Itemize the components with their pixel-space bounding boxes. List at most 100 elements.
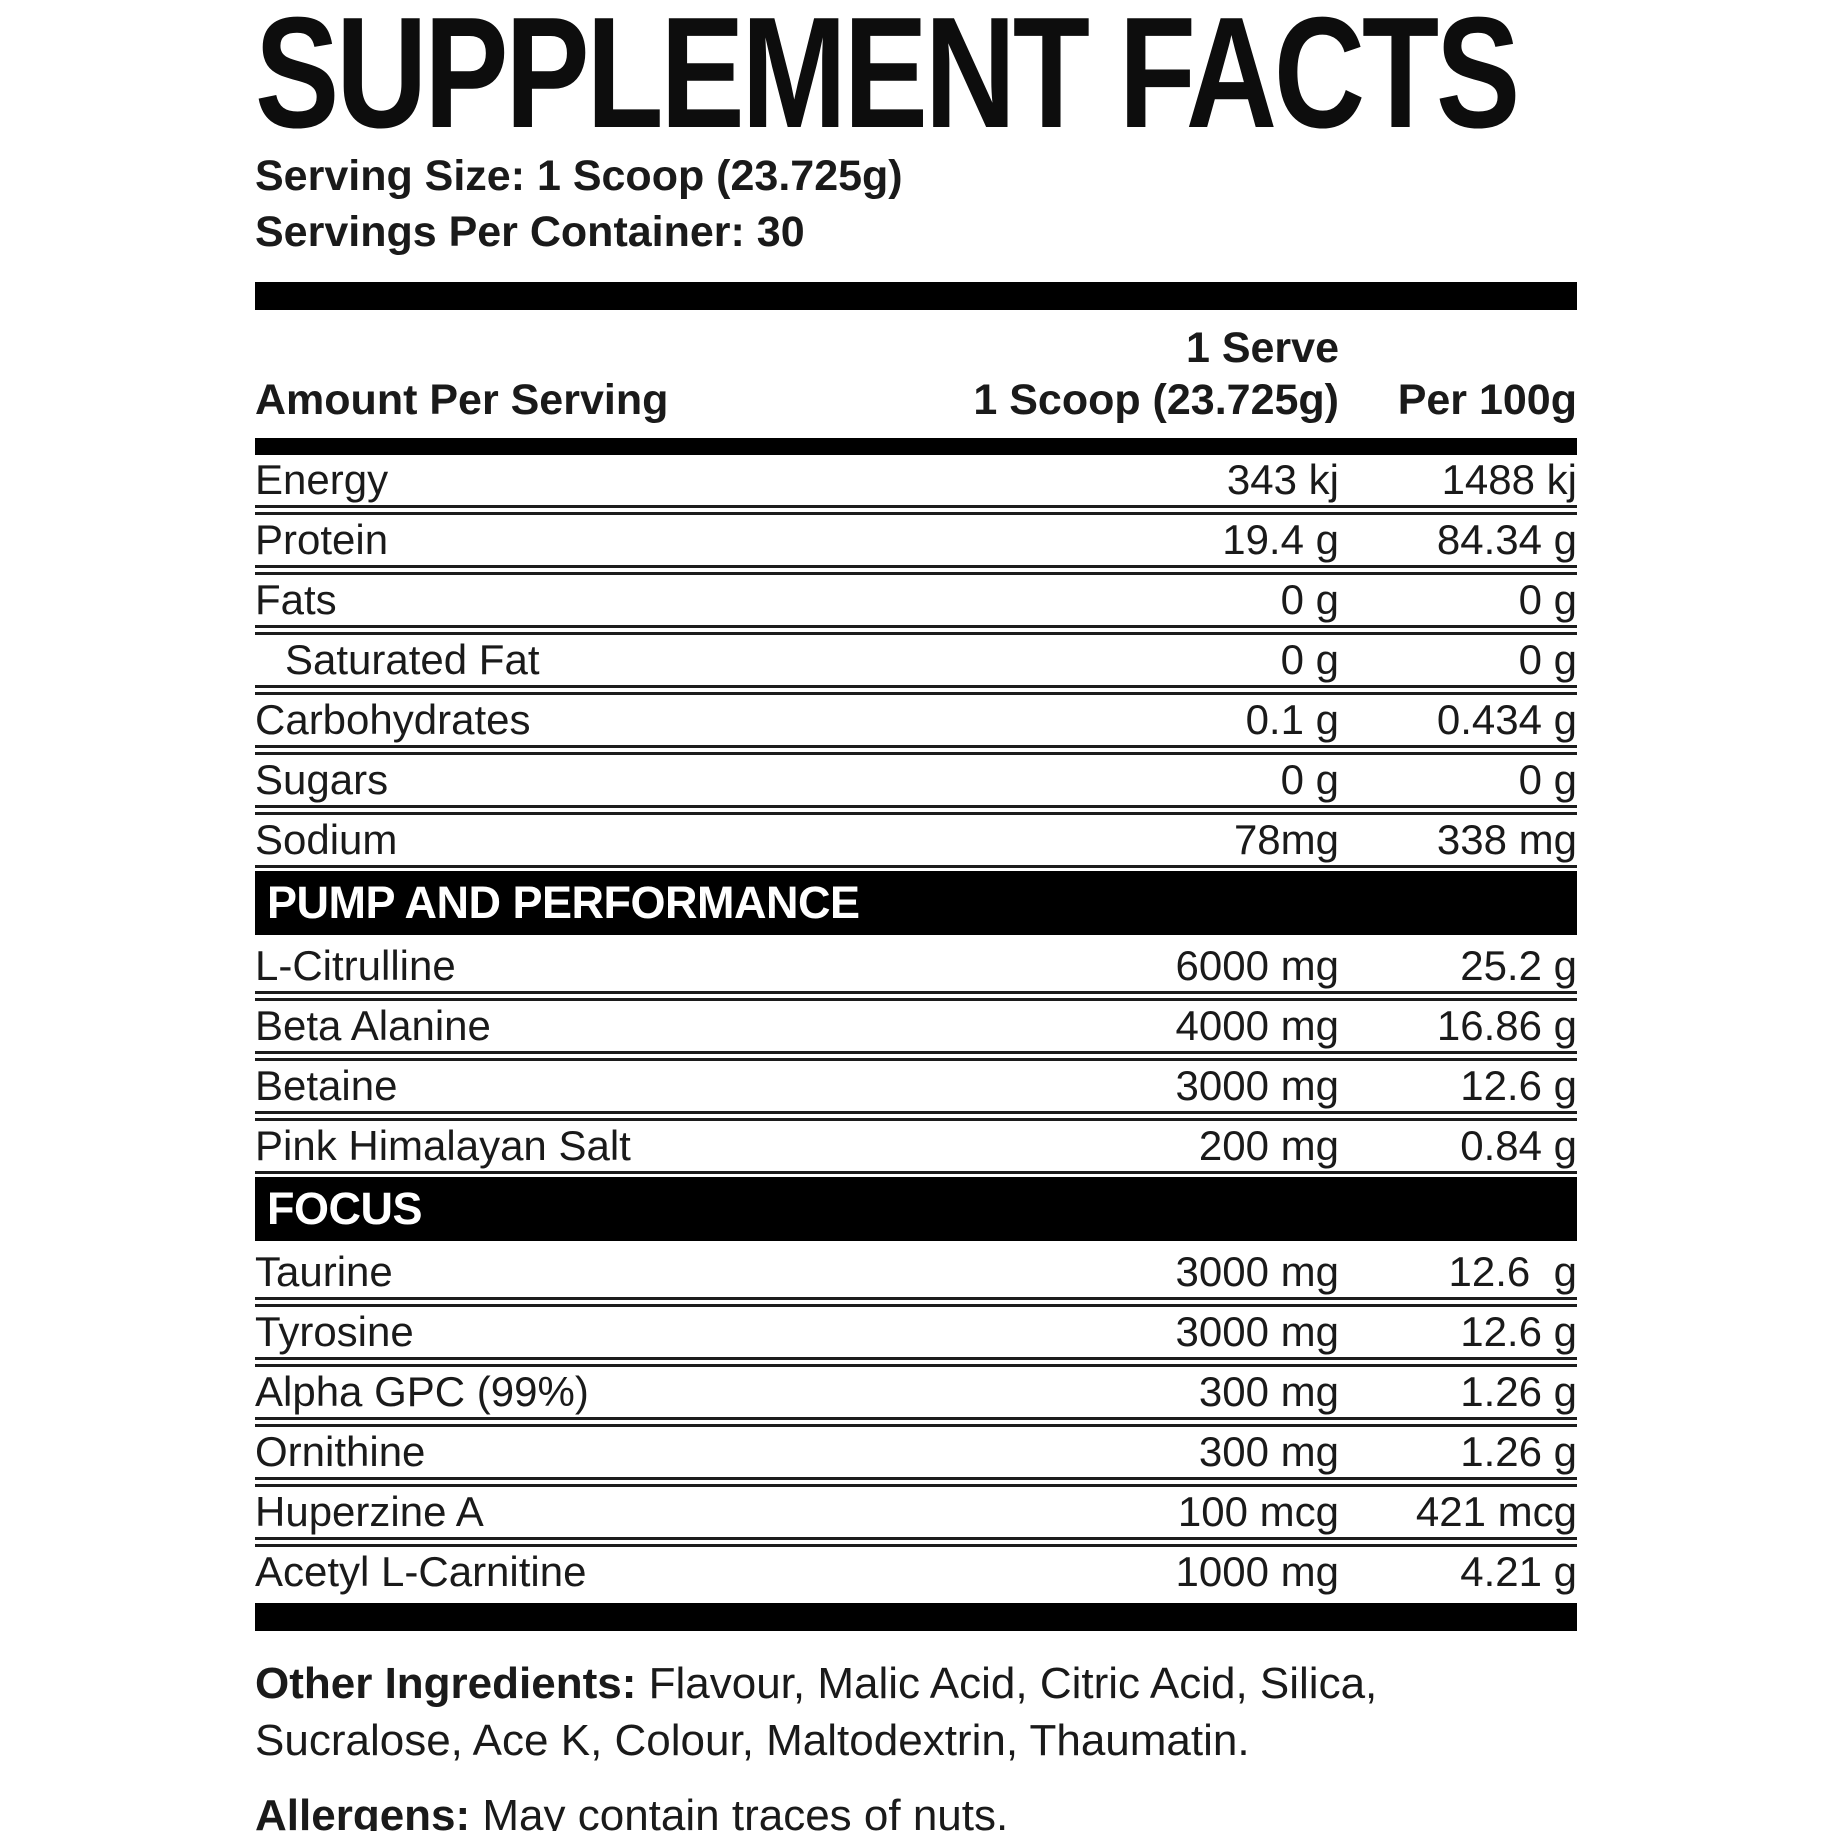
column-header-amount: Amount Per Serving	[255, 376, 669, 424]
table-header: Amount Per Serving 1 Serve 1 Scoop (23.72…	[255, 322, 1577, 426]
table-row: Protein 19.4 g 84.34 g	[255, 515, 1577, 565]
row-divider	[255, 685, 1577, 695]
allergens-text: May contain traces of nuts.	[470, 1791, 1009, 1831]
row-serve-value: 6000 mg	[1175, 942, 1339, 989]
row-serve-value: 3000 mg	[1175, 1308, 1339, 1355]
row-divider	[255, 1051, 1577, 1061]
other-ingredients: Other Ingredients: Flavour, Malic Acid, …	[255, 1655, 1597, 1769]
row-divider	[255, 1537, 1577, 1547]
row-label: Acetyl L-Carnitine	[255, 1548, 587, 1595]
serving-size: Serving Size: 1 Scoop (23.725g)	[255, 152, 903, 200]
row-divider	[255, 865, 1577, 868]
table-row: Energy 343 kj 1488 kj	[255, 455, 1577, 505]
row-label: Sodium	[255, 816, 398, 863]
row-label: Alpha GPC (99%)	[255, 1368, 589, 1415]
section-header-pump-and-performance: PUMP AND PERFORMANCE	[255, 871, 1577, 935]
row-per100-value: 16.86 g	[1436, 1002, 1577, 1049]
row-label: Beta Alanine	[255, 1002, 491, 1049]
row-divider	[255, 1357, 1577, 1367]
row-per100-value: 1.26 g	[1460, 1428, 1577, 1475]
row-serve-value: 100 mcg	[1177, 1488, 1339, 1535]
row-divider	[255, 1111, 1577, 1121]
row-serve-value: 4000 mg	[1175, 1002, 1339, 1049]
servings-per-container: Servings Per Container: 30	[255, 208, 805, 256]
table-row: Beta Alanine 4000 mg 16.86 g	[255, 1001, 1577, 1051]
row-per100-value: 421 mcg	[1415, 1488, 1577, 1535]
allergens-label: Allergens:	[255, 1791, 471, 1831]
table-row: Acetyl L-Carnitine 1000 mg 4.21 g	[255, 1547, 1577, 1597]
row-serve-value: 78mg	[1233, 816, 1339, 863]
section-header-focus: FOCUS	[255, 1177, 1577, 1241]
table-row: Taurine 3000 mg 12.6 g	[255, 1247, 1577, 1297]
row-serve-value: 19.4 g	[1222, 516, 1339, 563]
table-row: Sodium 78mg 338 mg	[255, 815, 1577, 865]
column-header-serve: 1 Serve 1 Scoop (23.725g)	[919, 322, 1339, 426]
header-divider	[255, 438, 1577, 455]
row-divider	[255, 991, 1577, 1001]
row-divider	[255, 625, 1577, 635]
bottom-divider-bar	[255, 1603, 1577, 1631]
table-row: Fats 0 g 0 g	[255, 575, 1577, 625]
row-divider	[255, 745, 1577, 755]
row-per100-value: 12.6 g	[1448, 1248, 1577, 1295]
table-row: Sugars 0 g 0 g	[255, 755, 1577, 805]
row-serve-value: 300 mg	[1198, 1368, 1339, 1415]
row-per100-value: 1488 kj	[1441, 456, 1577, 503]
other-ingredients-text: Flavour, Malic Acid, Citric Acid, Silica…	[255, 1659, 1378, 1765]
top-divider-bar	[255, 282, 1577, 310]
row-divider	[255, 1477, 1577, 1487]
row-divider	[255, 1417, 1577, 1427]
row-label: Betaine	[255, 1062, 398, 1109]
column-header-serve-bottom: 1 Scoop (23.725g)	[973, 376, 1339, 424]
table-row: L-Citrulline 6000 mg 25.2 g	[255, 941, 1577, 991]
row-serve-value: 200 mg	[1198, 1122, 1339, 1169]
row-label: Carbohydrates	[255, 696, 531, 743]
table-row: Alpha GPC (99%) 300 mg 1.26 g	[255, 1367, 1577, 1417]
row-serve-value: 0 g	[1280, 756, 1339, 803]
table-row: Saturated Fat 0 g 0 g	[255, 635, 1577, 685]
row-label: Saturated Fat	[285, 636, 540, 683]
row-per100-value: 12.6 g	[1460, 1062, 1577, 1109]
row-per100-value: 84.34 g	[1436, 516, 1577, 563]
row-per100-value: 0 g	[1518, 636, 1577, 683]
row-label: Fats	[255, 576, 337, 623]
other-ingredients-label: Other Ingredients:	[255, 1659, 637, 1708]
row-label: L-Citrulline	[255, 942, 456, 989]
row-per100-value: 0 g	[1518, 756, 1577, 803]
row-label: Protein	[255, 516, 389, 563]
row-label: Sugars	[255, 756, 389, 803]
table-row: Pink Himalayan Salt 200 mg 0.84 g	[255, 1121, 1577, 1171]
table-row: Huperzine A 100 mcg 421 mcg	[255, 1487, 1577, 1537]
row-serve-value: 300 mg	[1198, 1428, 1339, 1475]
row-per100-value: 25.2 g	[1460, 942, 1577, 989]
row-divider	[255, 505, 1577, 515]
row-serve-value: 0 g	[1280, 576, 1339, 623]
row-serve-value: 343 kj	[1226, 456, 1339, 503]
table-row: Betaine 3000 mg 12.6 g	[255, 1061, 1577, 1111]
row-serve-value: 1000 mg	[1175, 1548, 1339, 1595]
row-serve-value: 3000 mg	[1175, 1248, 1339, 1295]
column-header-serve-top: 1 Serve	[1185, 324, 1339, 372]
table-row: Ornithine 300 mg 1.26 g	[255, 1427, 1577, 1477]
column-header-per100: Per 100g	[1397, 376, 1577, 424]
row-per100-value: 1.26 g	[1460, 1368, 1577, 1415]
row-label: Ornithine	[255, 1428, 426, 1475]
row-divider	[255, 1297, 1577, 1307]
row-divider	[255, 805, 1577, 815]
row-divider	[255, 1171, 1577, 1174]
table-row: Carbohydrates 0.1 g 0.434 g	[255, 695, 1577, 745]
row-label: Energy	[255, 456, 389, 503]
page-title: SUPPLEMENT FACTS	[255, 0, 1520, 161]
row-label: Tyrosine	[255, 1308, 414, 1355]
row-divider	[255, 565, 1577, 575]
row-per100-value: 12.6 g	[1460, 1308, 1577, 1355]
row-per100-value: 0 g	[1518, 576, 1577, 623]
row-per100-value: 338 mg	[1436, 816, 1577, 863]
row-label: Taurine	[255, 1248, 393, 1295]
row-label: Huperzine A	[255, 1488, 484, 1535]
row-per100-value: 0.84 g	[1460, 1122, 1577, 1169]
row-per100-value: 0.434 g	[1436, 696, 1577, 743]
row-serve-value: 0.1 g	[1245, 696, 1339, 743]
row-per100-value: 4.21 g	[1460, 1548, 1577, 1595]
